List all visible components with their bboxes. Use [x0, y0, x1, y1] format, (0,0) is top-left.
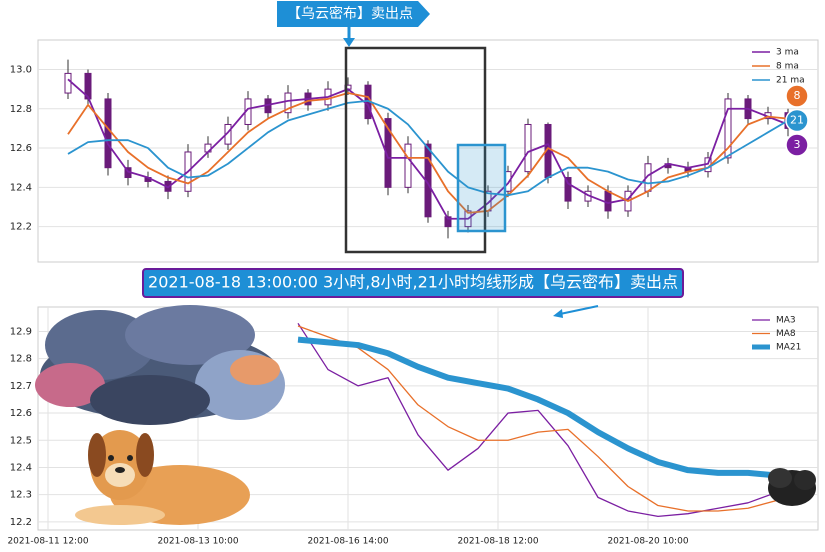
banner [277, 1, 430, 27]
dog-illustration [75, 430, 250, 525]
y-tick-label: 12.9 [10, 326, 32, 337]
dark-cloud [768, 468, 816, 506]
legend-label: MA8 [776, 329, 796, 339]
badge [785, 133, 809, 157]
badge [785, 108, 809, 133]
candle-body [444, 216, 452, 228]
badge [785, 84, 809, 108]
candle-body [284, 92, 292, 114]
banner-text: 【乌云密布】卖出点 [287, 5, 413, 22]
badge-text: 21 [790, 114, 804, 127]
y-tick-label: 12.6 [10, 143, 32, 154]
ma-line [297, 325, 779, 512]
arrow-head [343, 38, 355, 47]
y-tick-label: 12.2 [10, 517, 32, 528]
y-tick-label: 12.7 [10, 381, 32, 392]
legend-label: MA21 [776, 343, 801, 353]
candle-body [564, 177, 572, 202]
banner [142, 268, 684, 298]
cloud-illustration [35, 305, 285, 425]
candle-body [604, 190, 612, 212]
legend-label: MA3 [776, 316, 796, 326]
legend-label: 21 ma [776, 76, 805, 86]
highlight-box [456, 143, 507, 233]
legend-label: 3 ma [776, 48, 799, 58]
arrow [559, 305, 599, 315]
y-tick-label: 12.6 [10, 408, 32, 419]
ma-line [67, 100, 789, 197]
ma-line [297, 336, 779, 479]
y-tick-label: 12.8 [10, 104, 32, 115]
x-tick-label: 2021-08-20 10:00 [607, 537, 688, 547]
x-tick-label: 2021-08-13 10:00 [157, 537, 238, 547]
highlight-box [344, 46, 487, 254]
candle-body [384, 118, 392, 188]
candle-body [64, 72, 72, 94]
y-tick-label: 13.0 [10, 64, 32, 75]
x-tick-label: 2021-08-18 12:00 [457, 537, 538, 547]
y-tick-label: 12.3 [10, 490, 32, 501]
x-tick-label: 2021-08-16 14:00 [307, 537, 388, 547]
y-tick-label: 12.2 [10, 222, 32, 233]
banner-text: 2021-08-18 13:00:00 3小时,8小时,21小时均线形成【乌云密… [148, 273, 678, 292]
arrow-head [553, 309, 563, 318]
ma-line [67, 92, 789, 214]
ma-line [297, 322, 779, 518]
legend-label: 8 ma [776, 62, 799, 72]
candle-body [524, 123, 532, 173]
y-tick-label: 12.4 [10, 182, 32, 193]
candle-body [724, 98, 732, 159]
candle-body [104, 98, 112, 169]
x-tick-label: 2021-08-11 12:00 [7, 537, 88, 547]
badge-text: 3 [794, 138, 801, 151]
y-tick-label: 12.8 [10, 354, 32, 365]
y-tick-label: 12.5 [10, 435, 32, 446]
badge-text: 8 [794, 89, 801, 102]
candle-body [404, 143, 412, 188]
ma-line [67, 78, 789, 220]
y-tick-label: 12.4 [10, 462, 32, 473]
